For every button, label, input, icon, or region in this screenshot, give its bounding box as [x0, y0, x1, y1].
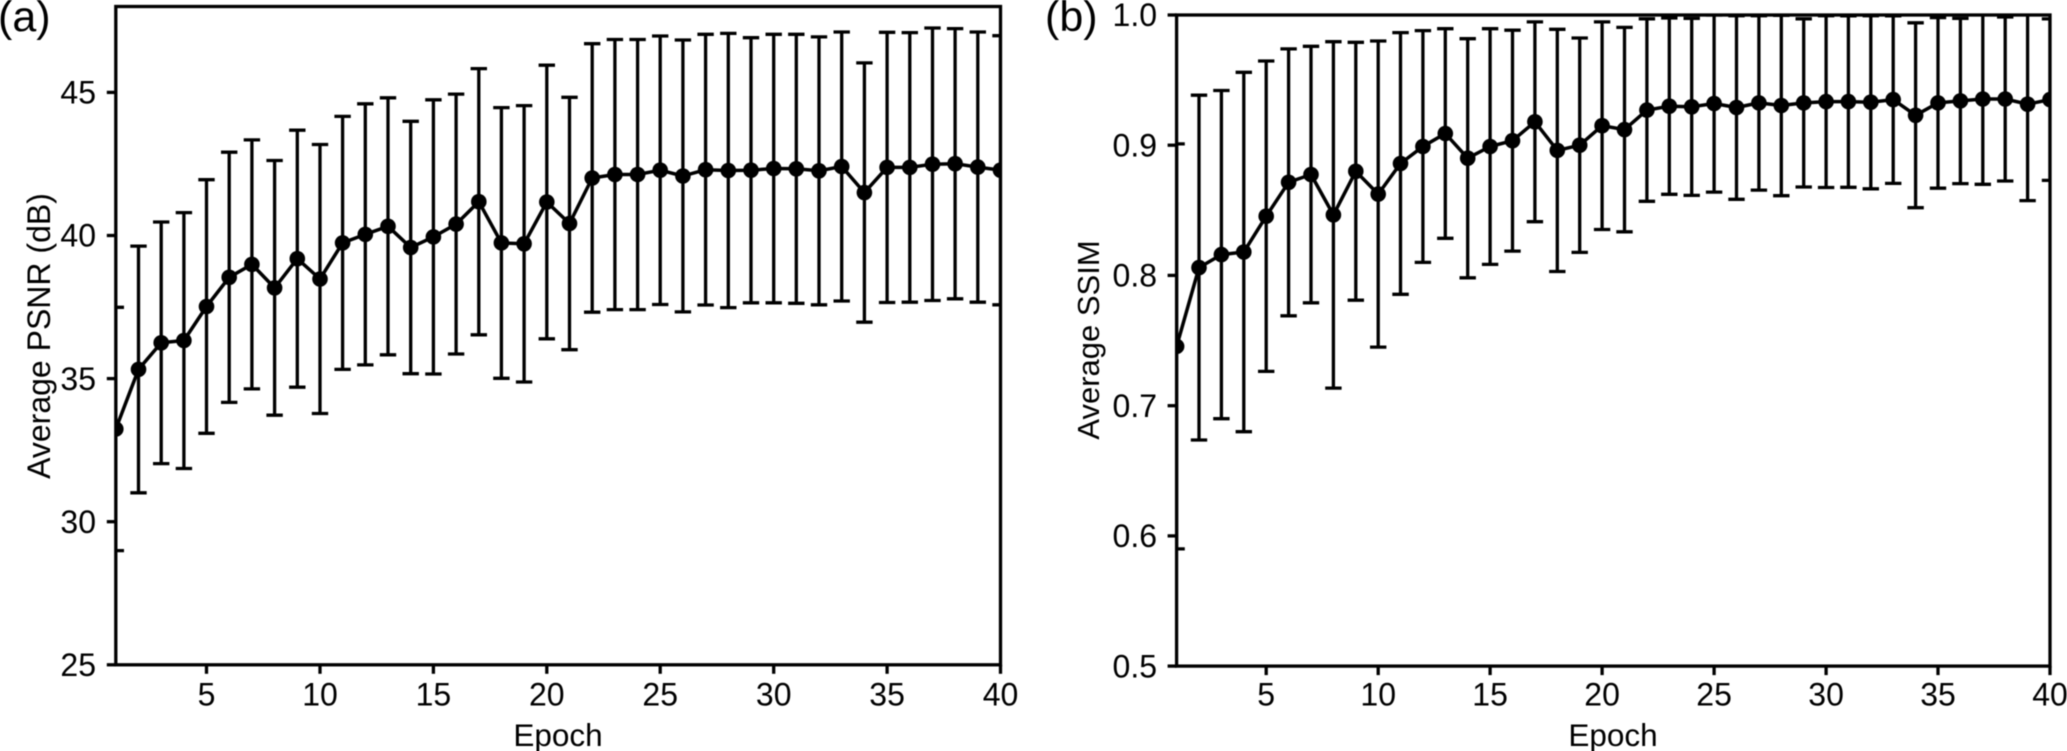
svg-text:Epoch: Epoch [513, 717, 602, 751]
svg-text:45: 45 [60, 75, 96, 111]
svg-text:25: 25 [642, 677, 678, 713]
svg-text:Epoch: Epoch [1568, 717, 1657, 751]
svg-text:40: 40 [60, 218, 96, 254]
svg-text:40: 40 [2032, 677, 2067, 713]
svg-text:25: 25 [1696, 677, 1732, 713]
svg-text:0.6: 0.6 [1113, 518, 1157, 554]
svg-text:10: 10 [1360, 677, 1396, 713]
svg-text:25: 25 [60, 647, 96, 683]
svg-text:35: 35 [869, 677, 905, 713]
svg-text:0.9: 0.9 [1113, 127, 1157, 163]
svg-text:Average SSIM: Average SSIM [1071, 240, 1106, 439]
svg-text:5: 5 [1257, 677, 1275, 713]
svg-text:30: 30 [756, 677, 792, 713]
svg-text:0.5: 0.5 [1113, 648, 1157, 684]
svg-text:20: 20 [1584, 677, 1620, 713]
svg-text:(a): (a) [0, 0, 51, 41]
svg-text:15: 15 [1472, 677, 1508, 713]
svg-text:0.8: 0.8 [1113, 258, 1157, 294]
svg-text:5: 5 [198, 677, 216, 713]
svg-text:(b): (b) [1045, 0, 1098, 41]
svg-text:10: 10 [302, 677, 338, 713]
svg-text:0.7: 0.7 [1113, 388, 1157, 424]
svg-text:30: 30 [60, 504, 96, 540]
svg-text:15: 15 [416, 677, 452, 713]
svg-text:35: 35 [60, 361, 96, 397]
svg-text:40: 40 [983, 677, 1019, 713]
svg-text:35: 35 [1920, 677, 1956, 713]
svg-text:30: 30 [1808, 677, 1844, 713]
svg-text:20: 20 [529, 677, 565, 713]
svg-text:Average PSNR (dB): Average PSNR (dB) [21, 193, 57, 479]
svg-text:1.0: 1.0 [1113, 0, 1157, 33]
